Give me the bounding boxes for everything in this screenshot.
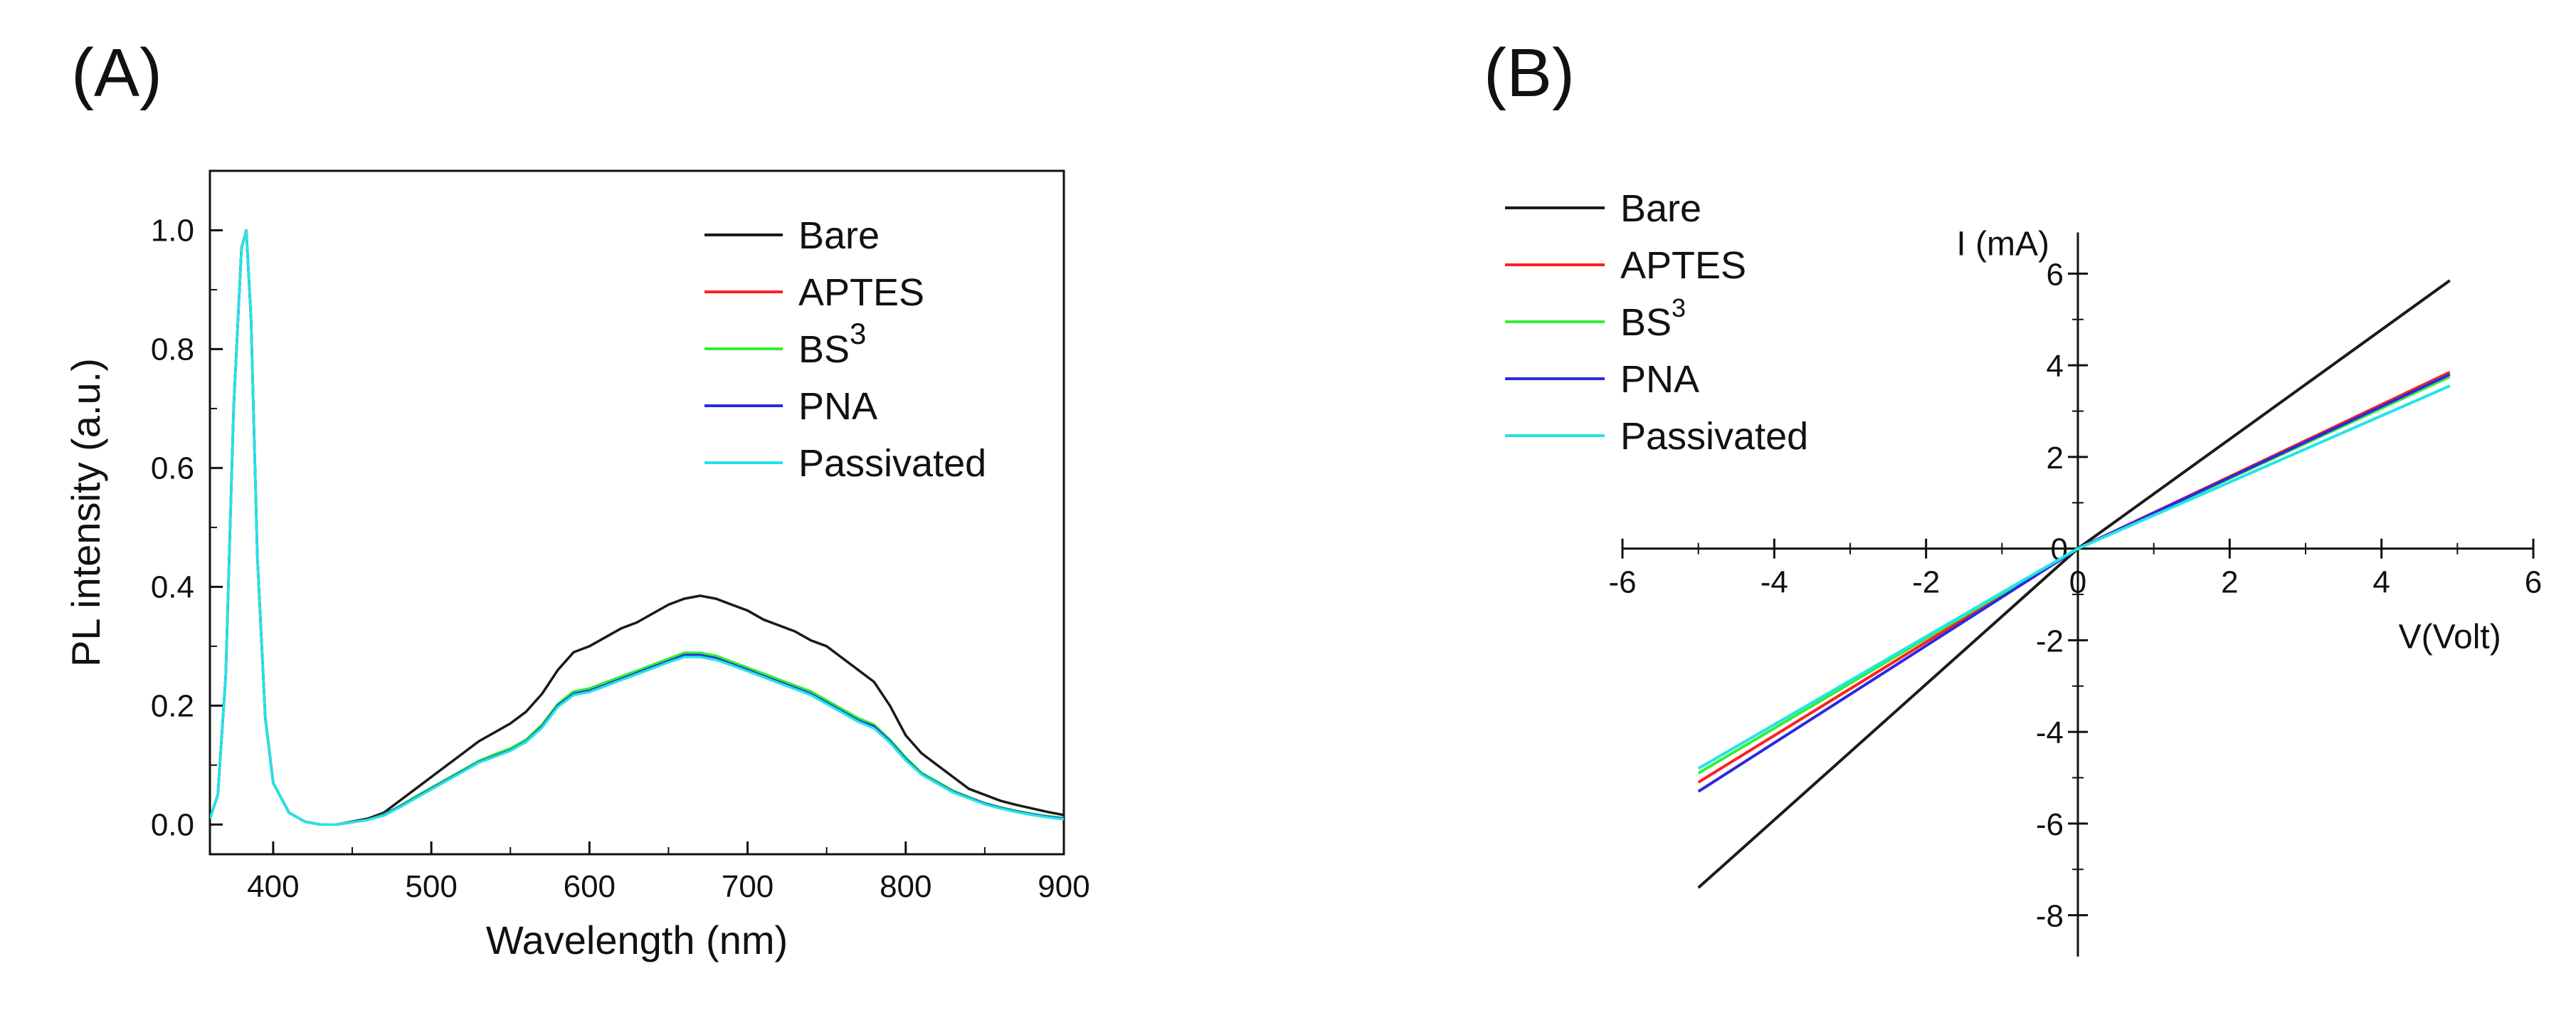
series-line-a-pna — [210, 229, 1064, 826]
panel-a-label: (A) — [71, 35, 162, 111]
legend-label-b: APTES — [1620, 244, 1746, 287]
legend-label-b: BS3 — [1620, 293, 1686, 344]
y-tick-label-a: 0.2 — [151, 688, 194, 723]
y-tick-label-b: -4 — [2036, 715, 2064, 750]
series-line-a-passivated — [210, 229, 1064, 826]
y-axis-title-b: I (mA) — [1956, 226, 2049, 263]
x-axis-title-b: V(Volt) — [2399, 619, 2501, 656]
legend-label-a: Bare — [798, 214, 880, 257]
legend-superscript-a: 3 — [850, 317, 866, 350]
series-line-a-aptes — [210, 229, 1064, 826]
x-axis-title-a: Wavelength (nm) — [486, 918, 788, 962]
x-tick-label-b: -2 — [1912, 565, 1940, 600]
legend-label-b: Bare — [1620, 187, 1701, 230]
y-tick-label-b: 2 — [2047, 441, 2064, 476]
y-tick-label-a: 0.8 — [151, 332, 194, 367]
legend-label-b: Passivated — [1620, 415, 1808, 458]
legend-label-a: PNA — [798, 385, 877, 428]
legend-label-a: APTES — [798, 271, 924, 314]
x-tick-label-a: 400 — [247, 869, 299, 904]
x-tick-label-a: 900 — [1038, 869, 1089, 904]
plot-frame-a — [208, 169, 1065, 856]
y-tick-label-b: -2 — [2036, 624, 2064, 658]
legend-label-a: BS3 — [798, 317, 866, 371]
y-tick-label-a: 0.0 — [151, 807, 194, 842]
x-tick-label-b: -4 — [1761, 565, 1788, 600]
series-line-a-bare — [210, 229, 1064, 826]
y-tick-label-a: 0.6 — [151, 451, 194, 485]
y-tick-label-b: 6 — [2047, 257, 2064, 292]
chart-a: 400 500 600 700 800 900 0.0 0.2 0.4 0.6 0.8 1.0 Wave… — [63, 169, 1090, 962]
y-tick-label-b: 4 — [2047, 349, 2064, 384]
x-tick-label-b: 6 — [2525, 565, 2542, 600]
panel-b-label: (B) — [1484, 35, 1575, 111]
x-tick-label-b: -6 — [1608, 565, 1636, 600]
y-tick-label-b: -8 — [2036, 899, 2064, 934]
x-tick-label-a: 500 — [405, 869, 457, 904]
x-tick-label-a: 600 — [564, 869, 616, 904]
y-tick-label-b: -6 — [2036, 807, 2064, 842]
series-line-b-passivated — [1697, 384, 2451, 770]
y-axis-title-a: PL intensity (a.u.) — [63, 358, 108, 667]
x-tick-label-b: 4 — [2372, 565, 2390, 600]
y-tick-label-a: 1.0 — [151, 213, 194, 248]
legend-superscript-b: 3 — [1672, 293, 1686, 322]
legend-label-a: Passivated — [798, 442, 986, 485]
x-tick-label-b: 2 — [2221, 565, 2238, 600]
legend-label-b: PNA — [1620, 358, 1699, 401]
y-tick-label-a: 0.4 — [151, 570, 194, 604]
x-tick-label-a: 700 — [722, 869, 774, 904]
x-tick-label-a: 800 — [880, 869, 931, 904]
series-line-a-bs3 — [210, 229, 1064, 826]
